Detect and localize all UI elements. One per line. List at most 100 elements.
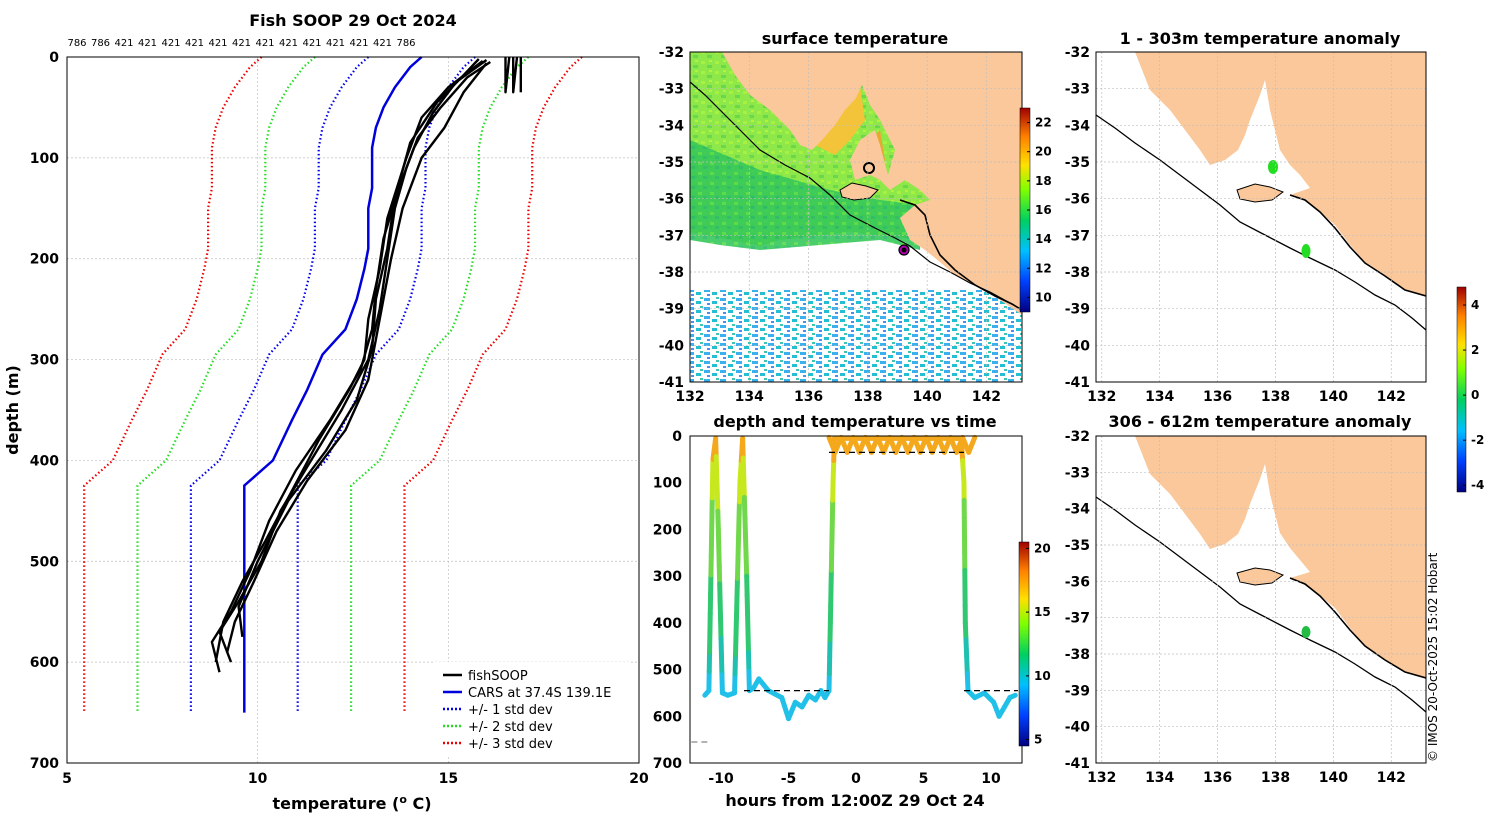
depth-time-track-segment <box>786 699 798 722</box>
anomaly-shallow-ytick-label: -40 <box>1065 338 1091 354</box>
cast-count-label: 421 <box>302 38 321 49</box>
cast-count-label: 421 <box>138 38 157 49</box>
anomaly-deep-xtick-label: 132 <box>1087 770 1116 786</box>
anomaly-deep-ytick-label: -40 <box>1065 720 1091 736</box>
anomaly-shallow-xtick-label: 138 <box>1261 389 1290 405</box>
sst-colorbar-ticks: 10 12 14 16 18 20 22 <box>1027 116 1052 304</box>
profile-xtick-label: 10 <box>248 771 268 787</box>
profile-ytick-label: 200 <box>30 252 59 268</box>
legend-label-cars: CARS at 37.4S 139.1E <box>468 686 611 701</box>
profile-ytick-label: 400 <box>30 453 59 469</box>
sst-title: surface temperature <box>762 29 949 48</box>
legend-label-fishsoop: fishSOOP <box>468 669 528 684</box>
depth-time-track-segment <box>963 637 970 660</box>
profile-legend: fishSOOP CARS at 37.4S 139.1E +/- 1 std … <box>434 662 630 756</box>
anomaly-shallow-ticks: 132 134 136 138 140 142 -32 -33 -34 -35 -36 -37 -38 -… <box>1065 45 1426 405</box>
depth-time-xtick-label: 0 <box>851 771 861 787</box>
depth-time-colorbar-label: 15 <box>1034 605 1051 619</box>
depth-time-track-segment <box>740 455 747 481</box>
depth-time-track-segment <box>756 676 771 694</box>
legend-box <box>434 662 630 756</box>
anomaly-deep-ytick-label: -33 <box>1065 465 1090 481</box>
fishsoop-cast-1 <box>218 61 491 663</box>
profile-ytick-label: 600 <box>30 655 59 671</box>
fishsoop-cast-5 <box>237 58 480 638</box>
fishsoop-cast-4 <box>226 62 488 653</box>
depth-time-track-segment <box>713 454 720 478</box>
anomaly-deep-xtick-label: 140 <box>1319 770 1348 786</box>
profile-title: Fish SOOP 29 Oct 2024 <box>249 11 457 30</box>
anomaly-shallow-frame <box>1095 51 1427 383</box>
depth-time-xtick-label: -5 <box>781 771 797 787</box>
anomaly-shallow-xtick-label: 136 <box>1203 389 1232 405</box>
anomaly-shallow-title: 1 - 303m temperature anomaly <box>1120 29 1401 48</box>
anomaly-shallow-ytick-label: -35 <box>1065 155 1090 171</box>
profile-xlabel: temperature (o C) <box>272 793 431 813</box>
profile-grid <box>66 56 640 764</box>
sst-ytick-label: -41 <box>659 375 684 391</box>
cast-count-label: 786 <box>67 38 86 49</box>
anomaly-shallow-ytick-label: -37 <box>1065 228 1090 244</box>
profile-frame <box>66 56 640 764</box>
depth-time-track-segment <box>743 553 750 579</box>
anomaly-shallow-ytick-label: -41 <box>1065 375 1090 391</box>
sst-colorbar-label: 22 <box>1035 116 1052 130</box>
anomaly-deep-xtick-label: 142 <box>1377 770 1406 786</box>
anomaly-shallow-ytick-label: -33 <box>1065 82 1090 98</box>
cast-count-label: 421 <box>185 38 204 49</box>
anomaly-deep-ytick-label: -32 <box>1065 429 1090 445</box>
depth-time-xlabel: hours from 12:00Z 29 Oct 24 <box>725 791 984 810</box>
anomaly-shallow-xtick-label: 142 <box>1377 389 1406 405</box>
cast-count-label: 421 <box>208 38 227 49</box>
depth-time-panel: depth and temperature vs time -10 -5 0 5 100… <box>653 412 1051 810</box>
depth-time-track-segment <box>714 472 720 496</box>
depth-time-track-segment <box>741 494 748 520</box>
copyright-text: © IMOS 20-Oct-2025 15:02 Hobart <box>1426 552 1440 762</box>
depth-time-ytick-label: 600 <box>653 709 682 725</box>
sst-land <box>722 52 1022 315</box>
anomaly-deep-ytick-label: -36 <box>1065 574 1090 590</box>
sst-colorbar-label: 10 <box>1035 290 1052 304</box>
sst-xtick-label: 138 <box>853 389 882 405</box>
depth-time-xtick-label: 10 <box>981 771 1001 787</box>
depth-time-ytick-label: 300 <box>653 569 682 585</box>
profile-xlabel-end: C) <box>407 794 432 813</box>
anomaly-deep-ytick-label: -35 <box>1065 538 1090 554</box>
anomaly-deep-xtick-label: 136 <box>1203 770 1232 786</box>
std-dev-1-lower <box>189 56 370 713</box>
depth-time-track-segment <box>742 514 749 540</box>
depth-time-ytick-label: 100 <box>653 476 682 492</box>
cars-climatology-line <box>243 56 423 713</box>
anomaly-colorbar-label: 4 <box>1471 298 1479 312</box>
anomaly-deep-ytick-label: -38 <box>1065 647 1090 663</box>
anomaly-deep-ytick-label: -37 <box>1065 611 1090 627</box>
anomaly-colorbar <box>1456 286 1467 493</box>
anomaly-deep-ytick-label: -34 <box>1065 502 1091 518</box>
anomaly-shallow-kangaroo-island <box>1236 183 1285 203</box>
anomaly-shallow-coastline <box>1289 194 1426 297</box>
sst-ytick-label: -38 <box>659 265 684 281</box>
profile-xtick-label: 20 <box>629 771 649 787</box>
legend-label-sd1: +/- 1 std dev <box>468 703 553 718</box>
anomaly-shallow-marker-gulf <box>1268 160 1278 174</box>
depth-time-track-segment <box>743 534 749 559</box>
cast-count-label: 421 <box>161 38 180 49</box>
anomaly-deep-coastline <box>1289 577 1426 679</box>
depth-time-track-segment <box>715 508 721 532</box>
profile-ytick-label: 300 <box>30 353 59 369</box>
anomaly-shallow-xtick-label: 132 <box>1087 389 1116 405</box>
fishsoop-cast-2 <box>210 59 488 673</box>
profile-xlabel-sup: o <box>399 793 407 806</box>
sst-ytick-label: -40 <box>659 338 685 354</box>
std-dev-3-lower <box>83 56 263 713</box>
depth-time-xtick-label: 5 <box>919 771 929 787</box>
depth-time-colorbar-label: 20 <box>1034 541 1051 555</box>
sst-ytick-label: -32 <box>659 45 684 61</box>
legend-label-sd3: +/- 3 std dev <box>468 737 553 752</box>
anomaly-shallow-ytick-label: -34 <box>1065 118 1091 134</box>
anomaly-shallow-xtick-label: 134 <box>1145 389 1174 405</box>
sst-colorbar-label: 18 <box>1035 174 1052 188</box>
sst-ytick-label: -35 <box>659 155 684 171</box>
sst-map-panel: surface temperature 132 134 136 138 140 142 -3… <box>659 29 1052 405</box>
